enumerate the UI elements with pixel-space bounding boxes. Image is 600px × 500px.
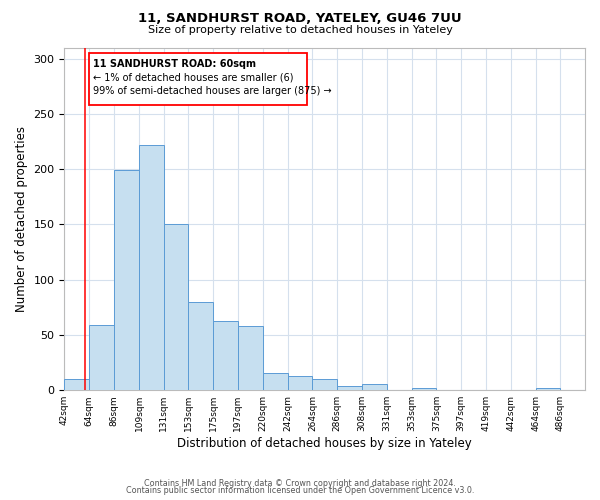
Text: 11 SANDHURST ROAD: 60sqm: 11 SANDHURST ROAD: 60sqm xyxy=(94,58,256,68)
Bar xyxy=(288,376,313,390)
Bar xyxy=(164,224,188,390)
Text: 11, SANDHURST ROAD, YATELEY, GU46 7UU: 11, SANDHURST ROAD, YATELEY, GU46 7UU xyxy=(138,12,462,26)
Bar xyxy=(536,388,560,390)
FancyBboxPatch shape xyxy=(89,53,307,105)
Bar xyxy=(139,145,164,390)
Text: Contains public sector information licensed under the Open Government Licence v3: Contains public sector information licen… xyxy=(126,486,474,495)
Bar xyxy=(337,386,362,390)
X-axis label: Distribution of detached houses by size in Yateley: Distribution of detached houses by size … xyxy=(178,437,472,450)
Bar xyxy=(64,379,89,390)
Bar xyxy=(313,379,337,390)
Bar xyxy=(89,325,113,390)
Text: Size of property relative to detached houses in Yateley: Size of property relative to detached ho… xyxy=(148,25,452,35)
Bar xyxy=(412,388,436,390)
Text: Contains HM Land Registry data © Crown copyright and database right 2024.: Contains HM Land Registry data © Crown c… xyxy=(144,478,456,488)
Bar xyxy=(213,320,238,390)
Text: 99% of semi-detached houses are larger (875) →: 99% of semi-detached houses are larger (… xyxy=(94,86,332,96)
Bar xyxy=(113,170,139,390)
Bar xyxy=(188,302,213,390)
Text: ← 1% of detached houses are smaller (6): ← 1% of detached houses are smaller (6) xyxy=(94,73,294,83)
Bar xyxy=(263,372,288,390)
Bar xyxy=(238,326,263,390)
Bar xyxy=(362,384,387,390)
Y-axis label: Number of detached properties: Number of detached properties xyxy=(15,126,28,312)
